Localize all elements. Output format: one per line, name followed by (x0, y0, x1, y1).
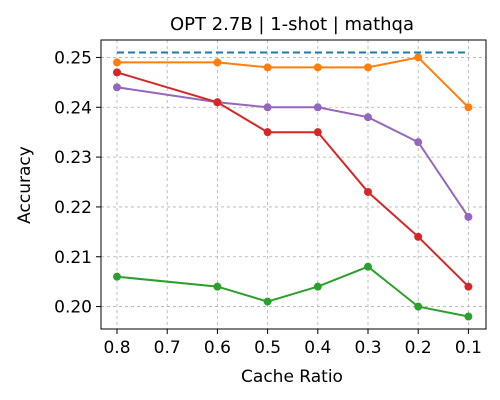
data-point (464, 103, 473, 112)
y-tick-label: 0.21 (54, 248, 92, 268)
y-tick-label: 0.23 (54, 148, 92, 168)
series-line-3 (116, 71, 470, 288)
x-tick-label: 0.2 (405, 338, 432, 358)
x-tick-label: 0.5 (254, 338, 281, 358)
data-point (364, 187, 372, 196)
data-point (213, 58, 222, 67)
y-tick-label: 0.25 (54, 48, 92, 68)
y-tick-label: 0.20 (54, 298, 92, 318)
data-point (464, 212, 473, 221)
data-point (414, 53, 423, 62)
data-point (113, 58, 121, 67)
data-point (364, 262, 372, 271)
data-point (313, 103, 322, 112)
data-point (414, 138, 423, 147)
x-tick-label: 0.3 (354, 338, 381, 358)
data-point (113, 272, 121, 281)
data-point (263, 128, 272, 137)
x-tick-label: 0.1 (455, 338, 482, 358)
series-line-2 (116, 86, 470, 218)
series-line-1 (117, 56, 470, 109)
data-point (213, 98, 222, 107)
data-point (113, 83, 121, 92)
data-point (113, 68, 121, 77)
axes (100, 39, 487, 330)
x-tick-labels: 0.8 0.7 0.6 0.5 0.4 0.3 0.2 0.1 (103, 329, 482, 358)
data-point (414, 302, 423, 311)
data-point (313, 63, 322, 72)
chart-title: OPT 2.7B | 1-shot | mathqa (170, 14, 414, 35)
data-point (364, 113, 372, 122)
y-tick-labels: 0.20 0.21 0.22 0.23 0.24 0.25 (54, 48, 101, 318)
y-tick-label: 0.22 (54, 198, 92, 218)
data-point (263, 63, 272, 72)
data-point (263, 297, 272, 306)
plot-frame (100, 39, 487, 330)
data-point (364, 63, 372, 72)
data-point (414, 232, 423, 241)
y-tick-label: 0.24 (54, 98, 92, 118)
data-point (313, 282, 322, 291)
y-axis-label: Accuracy (15, 146, 35, 224)
x-axis-label: Cache Ratio (241, 367, 343, 387)
x-tick-label: 0.7 (154, 338, 181, 358)
data-point (213, 282, 222, 291)
x-tick-label: 0.8 (103, 338, 130, 358)
data-point (464, 282, 473, 291)
data-point (313, 128, 322, 137)
x-tick-label: 0.4 (304, 338, 331, 358)
data-point (263, 103, 272, 112)
grid (101, 40, 486, 329)
series-lines (113, 53, 473, 321)
x-tick-label: 0.6 (204, 338, 231, 358)
data-point (464, 312, 473, 321)
